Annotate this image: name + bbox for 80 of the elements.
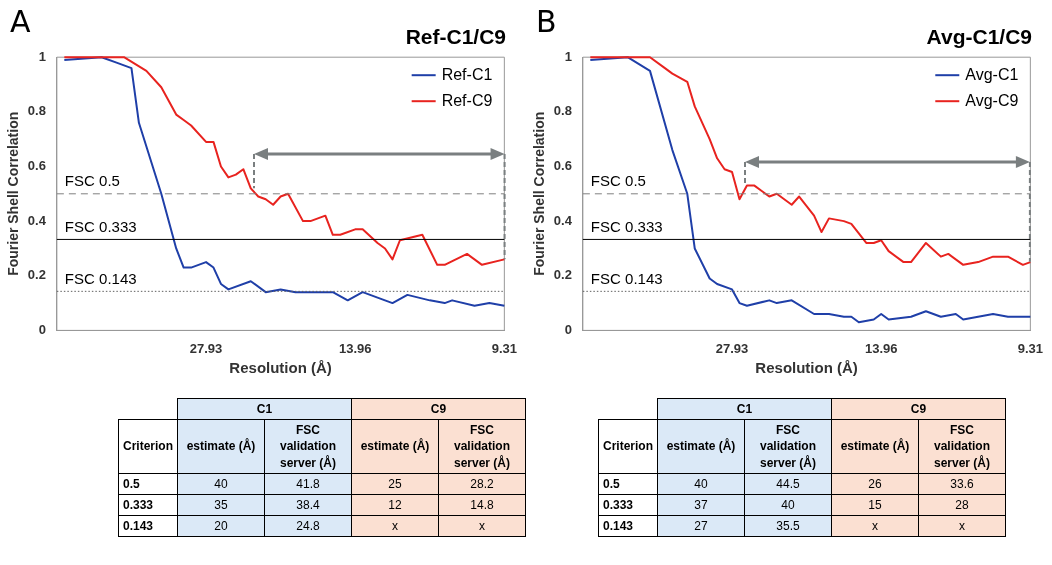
x-tick-label: 27.93: [189, 340, 223, 356]
text: 0.333: [598, 494, 658, 516]
y-tick-label: 1: [564, 48, 572, 64]
text: 24.8: [264, 515, 352, 537]
ref-line-label: FSC 0.5: [590, 172, 646, 190]
text: FSC validation server (Å): [438, 419, 526, 474]
text: 26: [831, 473, 919, 495]
text: C9: [831, 398, 1006, 420]
text: C1: [177, 398, 352, 420]
ref-line-label: FSC 0.143: [64, 269, 137, 287]
text: estimate (Å): [657, 419, 745, 474]
text: 14.8: [438, 494, 526, 516]
text: B: [536, 4, 557, 39]
text: 0.143: [598, 515, 658, 537]
ref-line-label: FSC 0.333: [590, 218, 663, 236]
text: 33.6: [918, 473, 1006, 495]
text: 35: [177, 494, 265, 516]
text: x: [351, 515, 439, 537]
legend-label: Ref-C9: [441, 91, 493, 109]
x-tick-label: 13.96: [338, 340, 372, 356]
text: 35.5: [744, 515, 832, 537]
y-axis-title: Fourier Shell Correlation: [531, 111, 548, 276]
text: 37: [657, 494, 745, 516]
x-axis-title: Resolution (Å): [755, 359, 858, 377]
text: 20: [177, 515, 265, 537]
text: x: [918, 515, 1006, 537]
x-tick-label: 9.31: [1017, 340, 1044, 356]
x-axis-title: Resolution (Å): [229, 359, 332, 377]
ref-line-label: FSC 0.143: [590, 269, 663, 287]
ref-line-label: FSC 0.5: [64, 172, 120, 190]
y-tick-label: 0.2: [27, 267, 46, 283]
text: 0.5: [118, 473, 178, 495]
text: estimate (Å): [351, 419, 439, 474]
text: C9: [351, 398, 526, 420]
text: 15: [831, 494, 919, 516]
x-tick-label: 27.93: [715, 340, 749, 356]
text: 28.2: [438, 473, 526, 495]
text: 27: [657, 515, 745, 537]
x-tick-label: 13.96: [864, 340, 898, 356]
text: 0.143: [118, 515, 178, 537]
text: 44.5: [744, 473, 832, 495]
text: estimate (Å): [831, 419, 919, 474]
y-tick-label: 0.4: [27, 212, 47, 228]
chart-title: Avg-C1/C9: [926, 25, 1032, 49]
y-tick-label: 0.4: [553, 212, 573, 228]
text: 40: [177, 473, 265, 495]
legend-label: Avg-C1: [965, 65, 1019, 83]
text: 40: [744, 494, 832, 516]
text: FSC validation server (Å): [264, 419, 352, 474]
ref-line-label: FSC 0.333: [64, 218, 137, 236]
y-tick-label: 0.8: [553, 103, 572, 119]
y-tick-label: 0.6: [553, 158, 572, 174]
y-tick-label: 0.6: [27, 158, 46, 174]
y-tick-label: 0: [564, 321, 572, 337]
text: 38.4: [264, 494, 352, 516]
text: C1: [657, 398, 832, 420]
legend-label: Avg-C9: [965, 91, 1019, 109]
text: 12: [351, 494, 439, 516]
text: Criterion: [118, 419, 178, 474]
text: 25: [351, 473, 439, 495]
text: Criterion: [598, 419, 658, 474]
legend-label: Ref-C1: [441, 65, 493, 83]
y-tick-label: 0: [38, 321, 46, 337]
x-tick-label: 9.31: [491, 340, 518, 356]
text: 0.5: [598, 473, 658, 495]
text: 0.333: [118, 494, 178, 516]
text: x: [831, 515, 919, 537]
text: FSC validation server (Å): [744, 419, 832, 474]
text: A: [10, 4, 31, 39]
text: FSC validation server (Å): [918, 419, 1006, 474]
y-axis-title: Fourier Shell Correlation: [5, 111, 22, 276]
y-tick-label: 0.8: [27, 103, 46, 119]
text: estimate (Å): [177, 419, 265, 474]
chart-title: Ref-C1/C9: [405, 25, 506, 49]
text: x: [438, 515, 526, 537]
text: 40: [657, 473, 745, 495]
text: 28: [918, 494, 1006, 516]
text: 41.8: [264, 473, 352, 495]
y-tick-label: 1: [38, 48, 46, 64]
y-tick-label: 0.2: [553, 267, 572, 283]
